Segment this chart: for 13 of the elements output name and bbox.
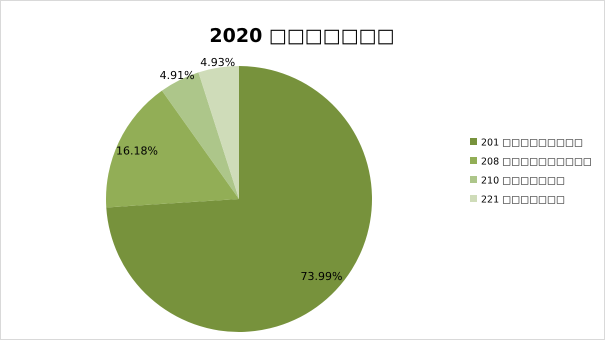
data-label: 4.91% [160,69,195,82]
data-label: 4.93% [200,56,236,70]
data-label: 73.99% [300,270,342,284]
pie-slice [198,66,239,199]
pie-slice [106,66,372,332]
chart-title: 2020 □□□□□□□ [209,25,395,47]
data-label: 16.18% [116,144,158,158]
pie-slice [106,90,239,208]
legend-label: 221 □□□□□□□ [481,194,566,206]
pie-slice [162,72,239,199]
legend-label: 208 □□□□□□□□□□ [481,156,592,168]
legend-label: 210 □□□□□□□ [481,175,566,186]
legend-label: 201 □□□□□□□□□ [481,137,583,148]
